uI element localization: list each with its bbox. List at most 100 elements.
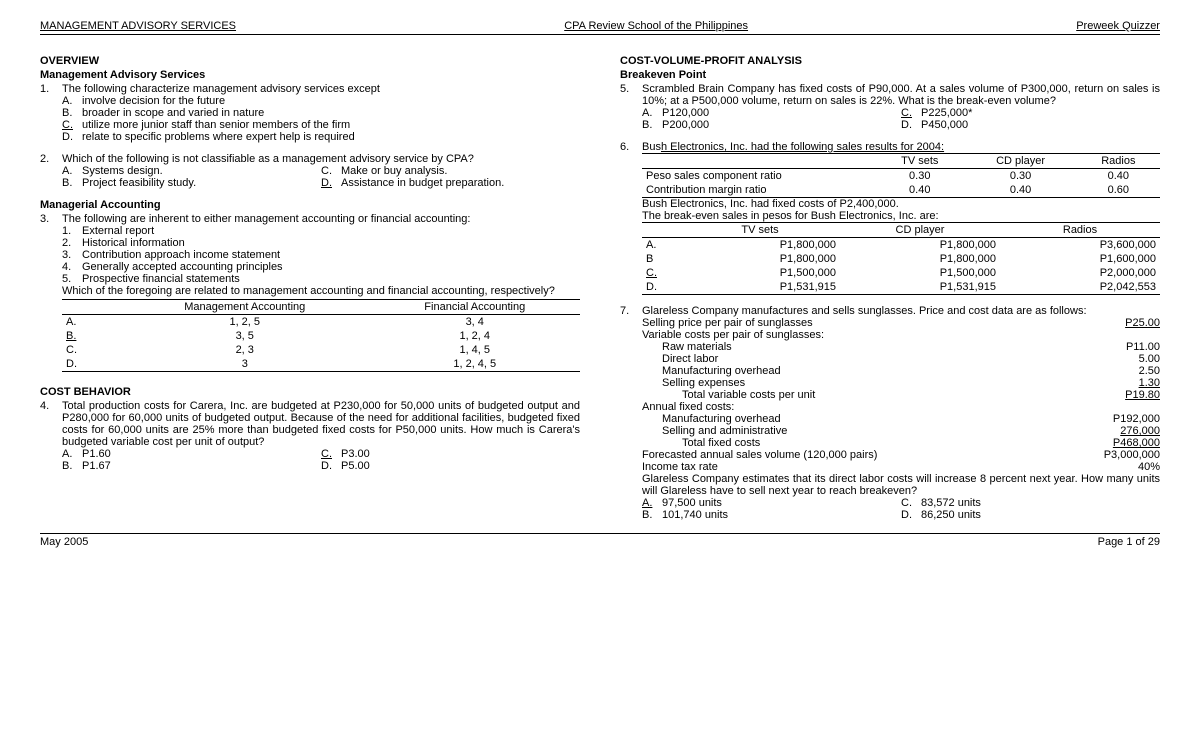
header-right: Preweek Quizzer (1076, 20, 1160, 32)
th: Financial Accounting (370, 300, 581, 315)
q-num: 7. (620, 305, 642, 521)
opt-text: P225,000* (921, 107, 1160, 119)
opt-letter: D. (901, 509, 921, 521)
line-item: Selling and administrative276,000 (642, 425, 1160, 437)
opt-text: P450,000 (921, 119, 1160, 131)
line-label: Manufacturing overhead (642, 413, 1080, 425)
line-item: Forecasted annual sales volume (120,000 … (642, 449, 1160, 461)
opt-letter: A. (642, 497, 662, 509)
line-item: Annual fixed costs: (642, 401, 1160, 413)
opt-letter: A. (62, 448, 82, 460)
line-value: 5.00 (1080, 353, 1160, 365)
cvp-title: COST-VOLUME-PROFIT ANALYSIS (620, 55, 1160, 67)
content-columns: OVERVIEW Management Advisory Services 1.… (40, 47, 1160, 523)
footer-right: Page 1 of 29 (1098, 536, 1160, 548)
item-num: 3. (62, 249, 82, 261)
opt-letter: B. (62, 460, 82, 472)
line-item: Income tax rate40% (642, 461, 1160, 473)
line-value: P468,000 (1080, 437, 1160, 449)
item-text: Historical information (82, 237, 580, 249)
line-item: Total variable costs per unitP19.80 (642, 389, 1160, 401)
q-text: The following characterize management ad… (62, 83, 580, 95)
line-value (1080, 329, 1160, 341)
q7-items: Selling price per pair of sunglassesP25.… (642, 317, 1160, 473)
overview-title: OVERVIEW (40, 55, 580, 67)
line-value (1080, 401, 1160, 413)
th: TV sets (875, 154, 964, 169)
line-value: 40% (1080, 461, 1160, 473)
opt-letter: C. (321, 165, 341, 177)
opt-text: Make or buy analysis. (341, 165, 580, 177)
line-item: Selling price per pair of sunglassesP25.… (642, 317, 1160, 329)
opt-letter: D. (62, 131, 82, 143)
opt-letter: A. (642, 107, 662, 119)
opt-letter: C. (62, 119, 82, 131)
row-key: D. (62, 357, 120, 372)
cell: 3, 4 (370, 315, 581, 330)
line-label: Income tax rate (642, 461, 1080, 473)
line-item: Total fixed costsP468,000 (642, 437, 1160, 449)
q-num: 1. (40, 83, 62, 143)
ma-subtitle: Managerial Accounting (40, 199, 580, 211)
q3-table: Management AccountingFinancial Accountin… (62, 299, 580, 372)
line-value: P19.80 (1080, 389, 1160, 401)
opt-text: P200,000 (662, 119, 901, 131)
left-column: OVERVIEW Management Advisory Services 1.… (40, 47, 580, 523)
cell: P3,600,000 (1000, 238, 1160, 253)
opt-text: P3.00 (341, 448, 580, 460)
question-5: 5. Scrambled Brain Company has fixed cos… (620, 83, 1160, 131)
line-value: P11.00 (1080, 341, 1160, 353)
cell: 3 (120, 357, 370, 372)
opt-text: 101,740 units (662, 509, 901, 521)
row-key: B. (62, 329, 120, 343)
cell: 1, 2, 5 (120, 315, 370, 330)
be-subtitle: Breakeven Point (620, 69, 1160, 81)
item-text: Prospective financial statements (82, 273, 580, 285)
opt-letter: A. (62, 95, 82, 107)
opt-text: 97,500 units (662, 497, 901, 509)
q-num: 3. (40, 213, 62, 372)
opt-text: 83,572 units (921, 497, 1160, 509)
question-3: 3. The following are inherent to either … (40, 213, 580, 372)
header-left: MANAGEMENT ADVISORY SERVICES (40, 20, 236, 32)
line-value: 2.50 (1080, 365, 1160, 377)
opt-text: Assistance in budget preparation. (341, 177, 580, 189)
opt-text: P120,000 (662, 107, 901, 119)
line-item: Manufacturing overhead2.50 (642, 365, 1160, 377)
cell: 2, 3 (120, 343, 370, 357)
cell: P1,500,000 (680, 266, 840, 280)
opt-letter: D. (901, 119, 921, 131)
line-label: Variable costs per pair of sunglasses: (642, 329, 1080, 341)
line-label: Manufacturing overhead (642, 365, 1080, 377)
opt-letter: A. (62, 165, 82, 177)
question-4: 4. Total production costs for Carera, In… (40, 400, 580, 472)
opt-text: P5.00 (341, 460, 580, 472)
mas-subtitle: Management Advisory Services (40, 69, 580, 81)
q-num: 5. (620, 83, 642, 131)
cell: P1,800,000 (680, 252, 840, 266)
line-value: P3,000,000 (1080, 449, 1160, 461)
cell: 0.40 (1077, 169, 1160, 184)
line-value: 276,000 (1080, 425, 1160, 437)
cell: P1,500,000 (840, 266, 1000, 280)
q-num: 2. (40, 153, 62, 189)
opt-text: Project feasibility study. (82, 177, 321, 189)
line-label: Direct labor (642, 353, 1080, 365)
opt-letter: C. (321, 448, 341, 460)
line-value: 1.30 (1080, 377, 1160, 389)
item-num: 1. (62, 225, 82, 237)
q3-subq: Which of the foregoing are related to ma… (62, 285, 580, 297)
q7-subq: Glareless Company estimates that its dir… (642, 473, 1160, 497)
th: TV sets (680, 223, 840, 238)
item-num: 4. (62, 261, 82, 273)
line-label: Forecasted annual sales volume (120,000 … (642, 449, 1080, 461)
opt-letter: C. (901, 497, 921, 509)
cell: 1, 2, 4 (370, 329, 581, 343)
cell: Peso sales component ratio (642, 169, 875, 184)
cell: 3, 5 (120, 329, 370, 343)
cell: P1,800,000 (680, 238, 840, 253)
q-text: The following are inherent to either man… (62, 213, 580, 225)
q6-mid2: The break-even sales in pesos for Bush E… (642, 210, 1160, 222)
q-text: Scrambled Brain Company has fixed costs … (642, 83, 1160, 107)
footer-left: May 2005 (40, 536, 88, 548)
